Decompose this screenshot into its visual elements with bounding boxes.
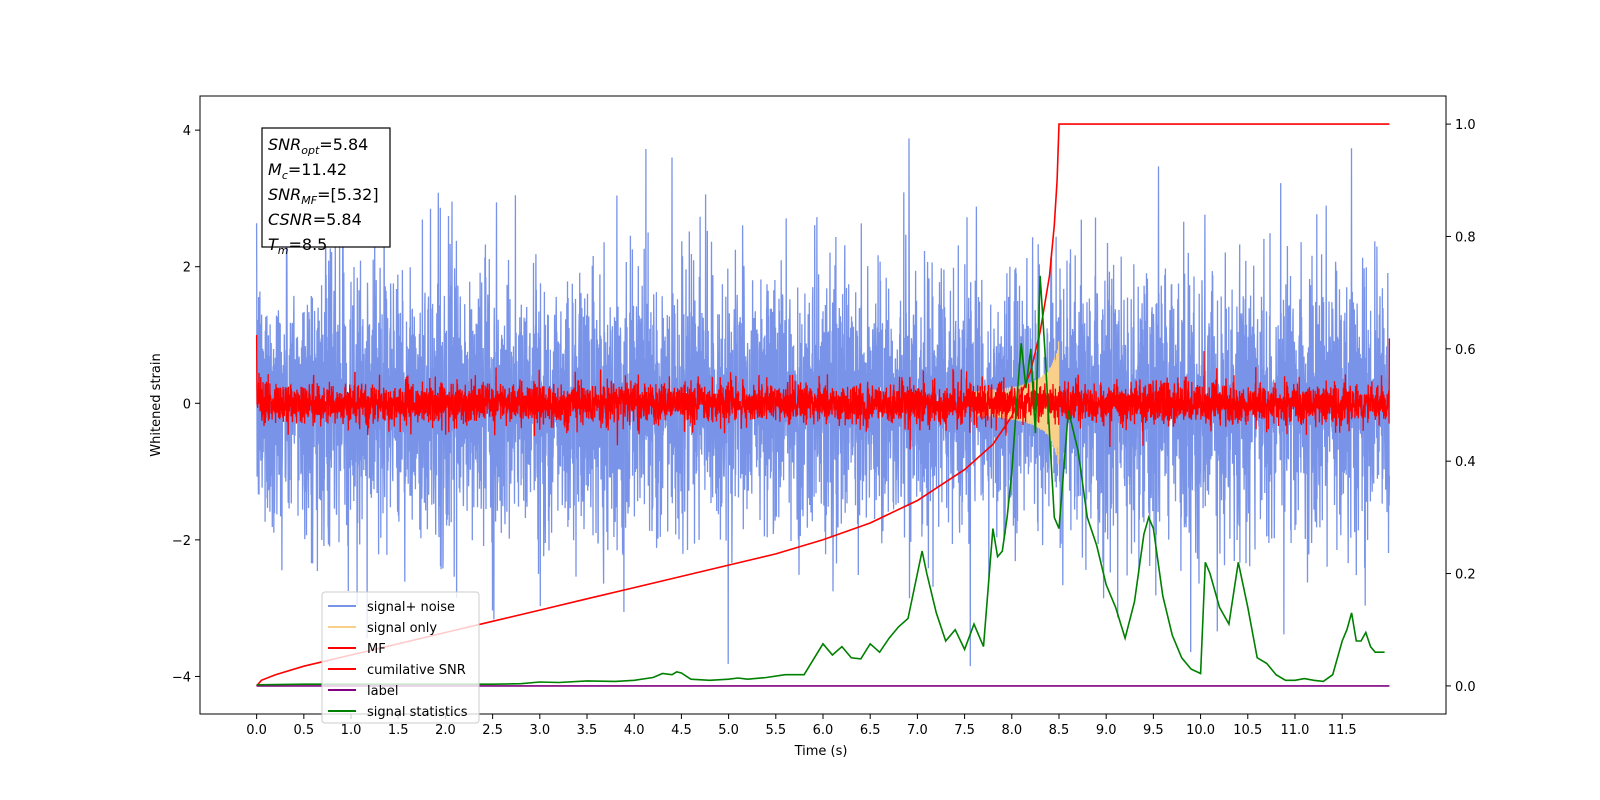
x-tick-label: 10.5 xyxy=(1233,723,1262,738)
x-tick-label: 0.0 xyxy=(246,723,267,738)
x-tick-label: 0.5 xyxy=(293,723,314,738)
x-tick-label: 2.0 xyxy=(435,723,456,738)
y-tick-label: 4 xyxy=(183,124,191,139)
x-tick-label: 7.5 xyxy=(954,723,975,738)
legend-entry: signal statistics xyxy=(328,705,468,720)
x-tick-label: 9.0 xyxy=(1096,723,1117,738)
annotation-line: Tm=8.5 xyxy=(268,235,327,257)
x-tick-label: 6.0 xyxy=(813,723,834,738)
y2-tick-label: 1.0 xyxy=(1455,118,1476,133)
x-tick-label: 5.5 xyxy=(765,723,786,738)
x-tick-label: 6.5 xyxy=(860,723,881,738)
legend-entry: MF xyxy=(328,642,386,657)
x-tick-label: 1.5 xyxy=(388,723,409,738)
legend-label: MF xyxy=(367,642,386,657)
legend-label: label xyxy=(367,684,398,699)
x-tick-label: 4.5 xyxy=(671,723,692,738)
y2-tick-label: 0.2 xyxy=(1455,568,1476,583)
legend-label: signal only xyxy=(367,621,437,636)
legend-entry: label xyxy=(328,684,398,699)
y-axis-left: 4 2 0 −2 −4 xyxy=(172,124,200,685)
x-tick-label: 3.5 xyxy=(577,723,598,738)
x-tick-label: 11.5 xyxy=(1328,723,1357,738)
legend-entry: signal only xyxy=(328,621,437,636)
x-axis-label: Time (s) xyxy=(794,744,848,759)
x-axis: 0.0 0.5 1.0 1.5 2.0 2.5 3.0 3.5 4.0 4.5 5.0 5.5 6.0 6… xyxy=(246,714,1357,738)
y-tick-label: −2 xyxy=(172,534,191,549)
x-tick-label: 8.5 xyxy=(1049,723,1070,738)
x-tick-label: 10.0 xyxy=(1186,723,1215,738)
series-mf xyxy=(255,334,1391,450)
x-tick-label: 5.0 xyxy=(718,723,739,738)
y-tick-label: −4 xyxy=(172,670,191,685)
legend-label: signal+ noise xyxy=(367,600,455,615)
legend-entry: cumilative SNR xyxy=(328,663,466,678)
annotation-line: SNRopt=5.84 xyxy=(268,135,368,157)
legend-label: cumilative SNR xyxy=(367,663,466,678)
y2-tick-label: 0.8 xyxy=(1455,230,1476,245)
annotation-box: SNRopt=5.84 Mc=11.42 SNRMF=[5.32] CSNR=5.84… xyxy=(261,127,391,257)
legend: signal+ noise signal only MF cumilative SNR… xyxy=(321,591,480,724)
legend-label: signal statistics xyxy=(367,705,468,720)
annotation-line: CSNR=5.84 xyxy=(268,210,362,229)
x-tick-label: 2.5 xyxy=(482,723,503,738)
x-tick-label: 8.0 xyxy=(1001,723,1022,738)
x-tick-label: 4.0 xyxy=(624,723,645,738)
y-tick-label: 2 xyxy=(183,261,191,276)
x-tick-label: 1.0 xyxy=(341,723,362,738)
x-tick-label: 11.0 xyxy=(1280,723,1309,738)
y2-tick-label: 0.6 xyxy=(1455,343,1476,358)
x-tick-label: 3.0 xyxy=(529,723,550,738)
legend-entry: signal+ noise xyxy=(328,600,455,615)
x-tick-label: 9.5 xyxy=(1143,723,1164,738)
x-tick-label: 7.0 xyxy=(907,723,928,738)
y-axis-label: Whitened strain xyxy=(149,353,164,456)
annotation-line: SNRMF=[5.32] xyxy=(268,185,379,207)
y2-tick-label: 0.0 xyxy=(1455,680,1476,695)
y2-tick-label: 0.4 xyxy=(1455,455,1476,470)
y-axis-right: 1.0 0.8 0.6 0.4 0.2 0.0 xyxy=(1446,118,1476,695)
series-signal-statistics xyxy=(256,275,1385,686)
y-tick-label: 0 xyxy=(183,397,191,412)
annotation-line: Mc=11.42 xyxy=(268,160,347,182)
